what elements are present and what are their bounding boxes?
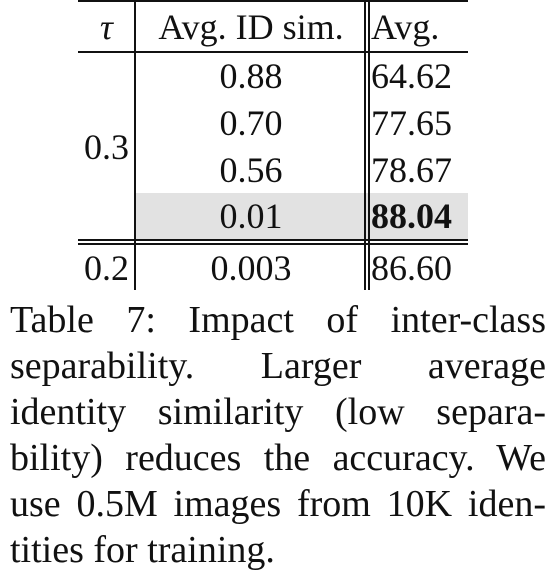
sim-cell: 0.56 — [219, 149, 283, 190]
avg-cell: 77.65 — [371, 102, 452, 143]
caption-line: bility) reduces the accuracy. We — [10, 437, 546, 479]
column-rule — [368, 0, 370, 290]
avg-cell: 88.04 — [371, 196, 452, 237]
caption-line: identity similarity (low separa- — [10, 391, 546, 433]
group-label: 0.3 — [84, 126, 129, 167]
caption-line: separability. Larger average — [10, 345, 546, 387]
header-cell: Avg. — [371, 7, 440, 47]
group-rule — [78, 239, 468, 241]
group-rule — [78, 243, 468, 245]
header-cell: Avg. ID sim. — [158, 7, 344, 47]
column-rule — [134, 0, 136, 290]
caption-line: use 0.5M images from 10K iden- — [10, 483, 546, 525]
column-rule — [364, 0, 366, 290]
avg-cell: 86.60 — [371, 248, 452, 288]
sim-cell: 0.01 — [219, 196, 283, 237]
highlight — [136, 193, 468, 239]
avg-cell: 78.67 — [371, 149, 452, 190]
top-rule — [78, 0, 468, 2]
caption-line: tities for training. — [10, 529, 275, 571]
sim-cell: 0.70 — [219, 102, 283, 143]
header-cell: τ — [100, 7, 113, 47]
header-rule — [78, 51, 468, 53]
avg-cell: 64.62 — [371, 56, 452, 96]
sim-cell: 0.88 — [219, 56, 283, 96]
caption-line: Table 7: Impact of inter-class — [10, 299, 546, 341]
group-label: 0.2 — [84, 248, 129, 289]
sim-cell: 0.003 — [210, 248, 292, 288]
